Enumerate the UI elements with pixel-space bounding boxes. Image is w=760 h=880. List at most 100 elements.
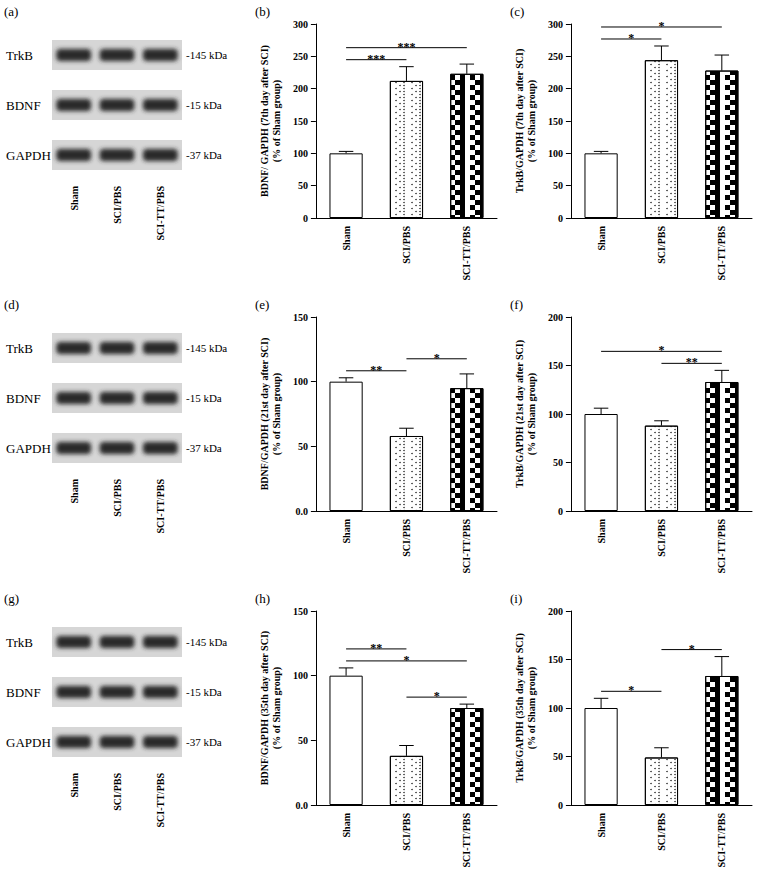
svg-text:BDNF: BDNF [6,98,41,113]
svg-text:50: 50 [298,735,308,746]
svg-text:0.0: 0.0 [295,800,308,811]
svg-text:SCI-TT/PBS: SCI-TT/PBS [716,226,727,281]
svg-text:150: 150 [293,606,308,617]
svg-text:-145 kDa: -145 kDa [186,342,227,354]
svg-text:SCI-TT/PBS: SCI-TT/PBS [716,519,727,574]
svg-text:GAPDH: GAPDH [6,148,51,163]
svg-text:GAPDH: GAPDH [6,441,51,456]
svg-text:(h): (h) [255,591,270,606]
svg-text:*: * [628,683,634,697]
svg-text:0: 0 [558,213,563,224]
svg-text:200: 200 [548,83,563,94]
svg-text:0.0: 0.0 [295,506,308,517]
svg-text:TrkB/GAPDH (35th day after SCI: TrkB/GAPDH (35th day after SCI) [514,633,526,783]
svg-text:50: 50 [553,180,563,191]
svg-text:150: 150 [548,360,563,371]
svg-text:100: 100 [548,703,563,714]
svg-text:**: ** [370,363,382,377]
svg-text:(e): (e) [255,297,269,312]
svg-text:250: 250 [548,51,563,62]
svg-text:50: 50 [553,751,563,762]
svg-text:250: 250 [293,51,308,62]
svg-text:***: *** [397,40,415,54]
svg-text:300: 300 [293,19,308,30]
svg-text:(f): (f) [510,297,523,312]
svg-text:100: 100 [293,376,308,387]
svg-text:**: ** [370,641,382,655]
svg-text:50: 50 [298,441,308,452]
svg-text:BDNF: BDNF [6,391,41,406]
svg-text:***: *** [367,52,385,66]
svg-text:-37 kDa: -37 kDa [186,149,222,161]
svg-text:(% of Sham group): (% of Sham group) [271,667,283,749]
svg-text:(g): (g) [4,591,19,606]
svg-text:100: 100 [548,409,563,420]
svg-text:(% of Sham group): (% of Sham group) [526,667,538,749]
svg-text:200: 200 [548,312,563,323]
svg-text:BDNF/ GAPDH (7th day after SCI: BDNF/ GAPDH (7th day after SCI) [259,45,271,197]
svg-text:0: 0 [303,213,308,224]
svg-text:SCI-TT/PBS: SCI-TT/PBS [461,226,472,281]
svg-text:SCI/PBS: SCI/PBS [112,479,123,517]
svg-text:*: * [628,31,634,45]
svg-text:SCI-TT/PBS: SCI-TT/PBS [155,773,166,828]
svg-text:-145 kDa: -145 kDa [186,49,227,61]
svg-text:150: 150 [293,116,308,127]
svg-text:SCI-TT/PBS: SCI-TT/PBS [716,813,727,868]
svg-text:SCI/PBS: SCI/PBS [656,519,667,557]
svg-text:(b): (b) [255,4,270,19]
svg-text:(c): (c) [510,4,524,19]
svg-text:SCI/PBS: SCI/PBS [112,773,123,811]
svg-text:*: * [658,19,664,33]
svg-text:Sham: Sham [341,518,352,543]
svg-text:50: 50 [298,180,308,191]
svg-text:100: 100 [548,148,563,159]
svg-text:SCI/PBS: SCI/PBS [656,813,667,851]
svg-text:SCI-TT/PBS: SCI-TT/PBS [155,186,166,241]
svg-text:GAPDH: GAPDH [6,735,51,750]
svg-text:Sham: Sham [596,225,607,250]
svg-text:Sham: Sham [69,478,80,503]
svg-text:100: 100 [293,148,308,159]
svg-text:200: 200 [548,606,563,617]
svg-text:*: * [658,343,664,357]
svg-text:-37 kDa: -37 kDa [186,442,222,454]
svg-text:BDNF/GAPDH (35th day after SCI: BDNF/GAPDH (35th day after SCI) [259,631,271,785]
svg-text:(a): (a) [4,4,18,19]
svg-text:TrkB: TrkB [6,341,33,356]
svg-text:TrkB/GAPDH (7th day after SCI): TrkB/GAPDH (7th day after SCI) [514,49,526,194]
svg-text:SCI-TT/PBS: SCI-TT/PBS [155,479,166,534]
svg-text:(i): (i) [510,591,522,606]
svg-text:BDNF/GAPDH (21st day after SCI: BDNF/GAPDH (21st day after SCI) [259,338,271,491]
svg-text:150: 150 [548,116,563,127]
svg-text:-37 kDa: -37 kDa [186,736,222,748]
svg-text:*: * [689,642,695,656]
svg-text:-15 kDa: -15 kDa [186,392,222,404]
svg-text:(% of Sham group): (% of Sham group) [526,80,538,162]
svg-text:0: 0 [558,506,563,517]
svg-text:Sham: Sham [69,772,80,797]
svg-text:Sham: Sham [341,225,352,250]
svg-text:(% of Sham group): (% of Sham group) [271,80,283,162]
svg-text:-145 kDa: -145 kDa [186,636,227,648]
svg-text:(d): (d) [4,297,19,312]
svg-text:100: 100 [293,670,308,681]
svg-text:**: ** [686,355,698,369]
svg-text:150: 150 [293,312,308,323]
svg-text:TrkB: TrkB [6,635,33,650]
svg-text:Sham: Sham [596,812,607,837]
svg-text:*: * [403,653,409,667]
svg-text:300: 300 [548,19,563,30]
svg-text:*: * [434,689,440,703]
svg-text:Sham: Sham [341,812,352,837]
svg-text:Sham: Sham [69,185,80,210]
svg-text:150: 150 [548,654,563,665]
svg-text:SCI/PBS: SCI/PBS [401,813,412,851]
svg-text:Sham: Sham [596,518,607,543]
svg-text:200: 200 [293,83,308,94]
svg-text:(% of Sham group): (% of Sham group) [526,373,538,455]
svg-text:-15 kDa: -15 kDa [186,99,222,111]
svg-text:SCI-TT/PBS: SCI-TT/PBS [461,519,472,574]
svg-text:SCI/PBS: SCI/PBS [401,226,412,264]
svg-text:50: 50 [553,457,563,468]
